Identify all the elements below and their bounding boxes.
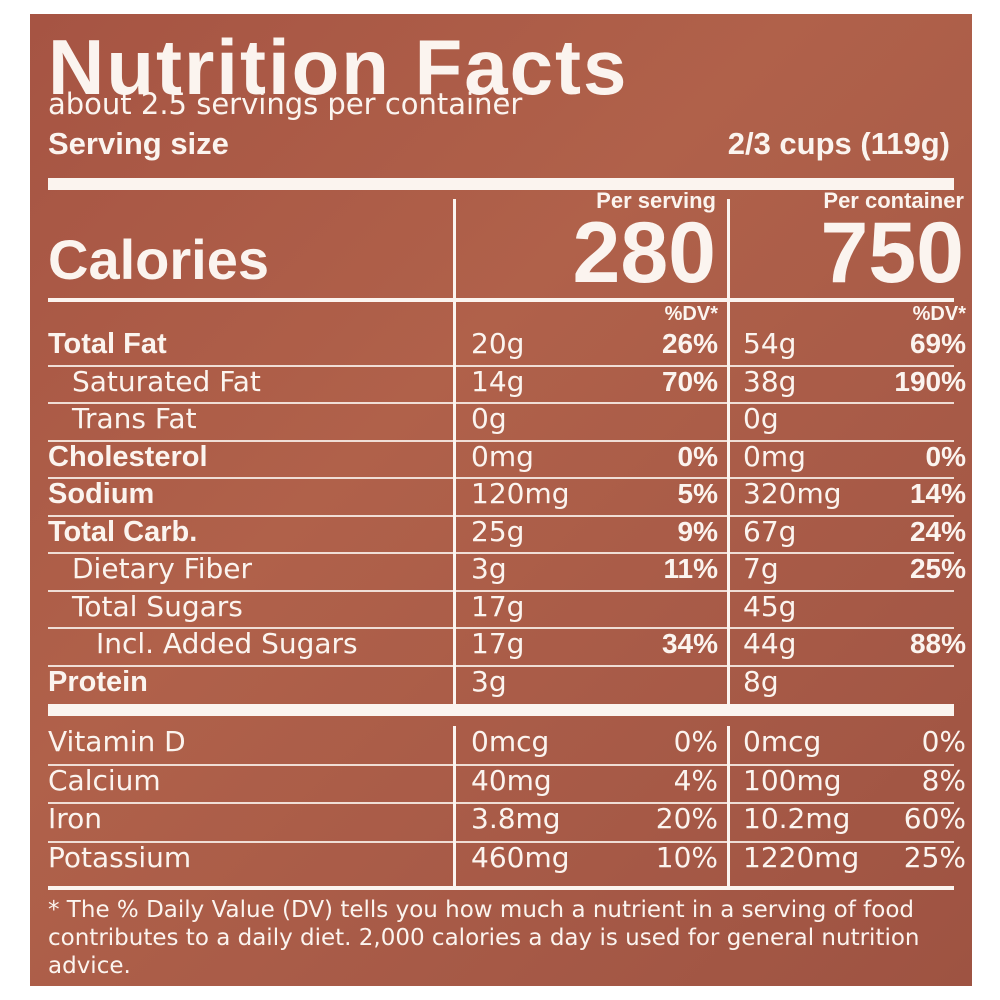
nutrition-label: Nutrition Facts about 2.5 servings per c… [30,14,972,986]
amount: 14g [471,364,525,398]
nutrient-name: Total Fat [48,328,167,360]
nutrient-name: Trans Fat [72,402,197,435]
amount: 44g [743,627,797,660]
daily-value: 20% [655,802,718,835]
nutrient-name: Sodium [48,478,155,510]
amount: 0mcg [471,725,550,758]
amount: 20g [471,327,525,360]
row-rule [48,402,954,404]
column-divider [727,726,730,886]
serving-size-label: Serving size [48,126,229,161]
rule [48,298,954,302]
amount: 40mg [471,763,552,797]
amount: 460mg [471,840,570,874]
nutrient-name: Dietary Fiber [72,552,253,585]
serving-size-value: 2/3 cups (119g) [727,126,950,161]
dv-header: %DV* [912,303,966,325]
calories-value: 280 [572,205,717,301]
vitamin-name: Vitamin D [48,725,186,758]
footnote: * The % Daily Value (DV) tells you how m… [48,897,920,979]
nutrient-name: Protein [48,665,148,698]
daily-value: 190% [894,365,966,397]
amount: 17g [471,627,525,660]
amount: 7g [743,552,779,585]
amount: 0g [743,402,779,435]
amount: 45g [743,589,797,623]
daily-value: 9% [677,515,718,547]
nutrient-name: Incl. Added Sugars [96,627,358,660]
amount: 0mg [743,439,806,473]
column-header: Per container [823,188,964,213]
row-rule [48,552,954,554]
daily-value: 69% [909,328,966,359]
nutrient-name: Saturated Fat [72,364,261,398]
daily-value: 24% [909,515,966,547]
amount: 25g [471,514,525,548]
daily-value: 0% [677,440,718,472]
rule [48,886,954,890]
amount: 0mcg [743,725,822,758]
amount: 17g [471,589,525,623]
amount: 0g [471,402,507,435]
daily-value: 70% [661,365,718,397]
daily-value: 8% [921,763,966,797]
row-rule [48,439,954,442]
row-rule [48,514,954,517]
daily-value: 25% [903,840,966,874]
daily-value: 60% [903,802,966,835]
amount: 3.8mg [471,802,561,835]
row-rule [48,589,954,592]
amount: 120mg [471,477,570,510]
thick-rule [48,178,954,190]
nutrient-name: Total Sugars [72,589,243,623]
daily-value: 0% [925,440,966,472]
amount: 10.2mg [743,802,851,835]
column-divider [727,199,730,704]
amount: 320mg [743,477,842,510]
nutrient-name: Cholesterol [48,440,208,473]
row-rule [48,664,954,667]
daily-value: 10% [655,840,718,874]
vitamin-name: Calcium [48,763,161,797]
amount: 38g [743,364,797,398]
amount: 3g [471,664,507,698]
vitamin-name: Potassium [48,840,192,874]
amount: 8g [743,664,779,698]
column-divider [453,726,456,886]
daily-value: 88% [909,628,966,659]
amount: 1220mg [743,840,860,874]
dv-header: %DV* [664,303,718,325]
row-rule [48,477,954,479]
daily-value: 26% [661,328,718,359]
thick-rule [48,704,954,716]
amount: 3g [471,552,507,585]
daily-value: 4% [673,763,718,797]
amount: 67g [743,514,797,548]
vitamin-name: Iron [48,802,103,835]
column-divider [453,199,456,704]
row-rule [48,763,954,766]
amount: 54g [743,327,797,360]
calories-label: Calories [48,228,269,291]
row-rule [48,627,954,629]
daily-value: 0% [673,725,718,758]
daily-value: 34% [661,628,718,659]
daily-value: 11% [663,553,719,584]
daily-value: 14% [909,478,966,509]
title: Nutrition Facts [48,23,629,111]
row-rule [48,364,954,367]
calories-value: 750 [820,205,965,301]
nutrient-name: Total Carb. [48,515,198,548]
row-rule [48,802,954,804]
amount: 0mg [471,439,534,473]
amount: 100mg [743,763,842,797]
daily-value: 5% [677,478,718,509]
servings: about 2.5 servings per container [48,87,523,121]
row-rule [48,840,954,843]
daily-value: 0% [921,725,966,758]
daily-value: 25% [909,553,966,584]
column-header: Per serving [596,188,716,213]
